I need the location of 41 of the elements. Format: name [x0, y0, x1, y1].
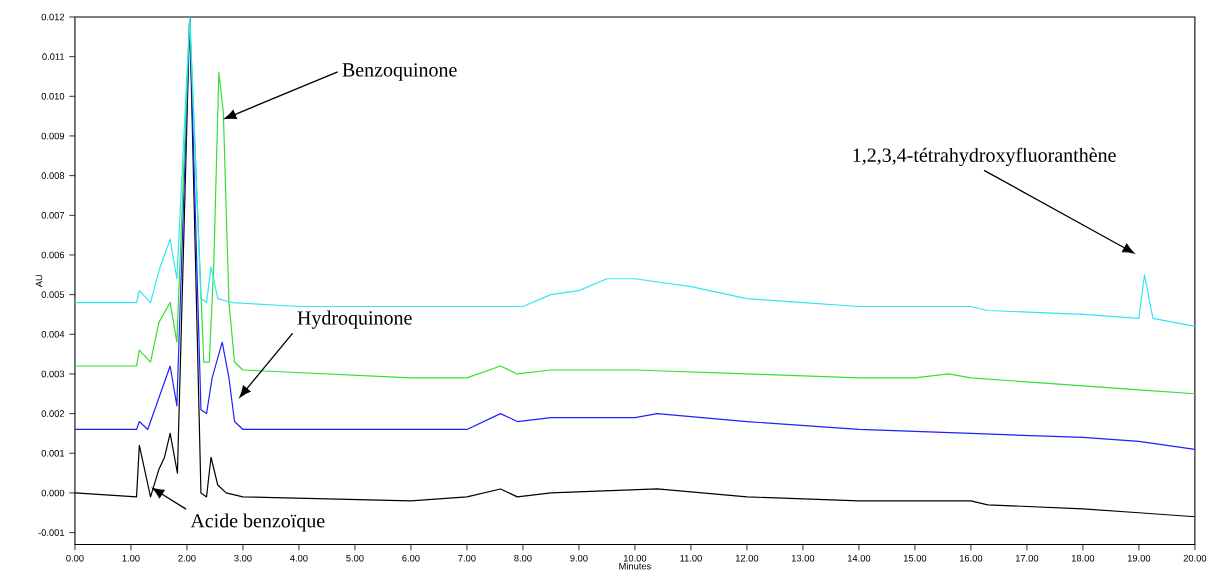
x-tick-label: 11.00 [680, 554, 702, 562]
y-tick-label: -0.001 [38, 529, 65, 536]
y-tick-label: 0.011 [42, 53, 65, 60]
x-tick-label: 15.00 [903, 554, 927, 562]
x-tick-label: 6.00 [402, 554, 420, 562]
annotation: Acide benzoïque [190, 513, 325, 532]
y-tick-label: 0.012 [41, 13, 65, 21]
y-tick-label: 0.009 [41, 132, 65, 140]
x-tick-label: 9.00 [570, 554, 588, 562]
x-axis-title: Minutes [619, 562, 651, 570]
x-tick-label: 16.00 [959, 554, 983, 562]
x-tick-label: 0.00 [66, 554, 84, 562]
x-tick-label: 20.00 [1183, 554, 1207, 562]
x-tick-label: 18.00 [1071, 554, 1095, 562]
y-axis-title: AU [35, 274, 43, 287]
x-tick-label: 19.00 [1127, 554, 1151, 562]
x-tick-label: 4.00 [290, 554, 308, 562]
y-tick-label: 0.005 [41, 291, 65, 298]
y-tick-label: 0.010 [41, 92, 65, 100]
annotation: Hydroquinone [297, 310, 412, 329]
x-tick-label: 1.00 [122, 554, 140, 562]
y-tick-label: 0.008 [41, 172, 65, 179]
x-tick-label: 14.00 [847, 554, 871, 562]
x-tick-label: 17.00 [1015, 554, 1039, 562]
x-tick-label: 5.00 [346, 554, 364, 562]
y-tick-label: 0.003 [41, 370, 65, 378]
x-tick-label: 2.00 [178, 554, 196, 562]
x-tick-label: 8.00 [514, 554, 532, 562]
x-tick-label: 10.00 [623, 554, 647, 562]
y-tick-label: 0.002 [41, 410, 65, 417]
x-tick-label: 12.00 [735, 554, 759, 562]
y-tick-label: 0.000 [41, 489, 65, 496]
annotation: Benzoquinone [342, 62, 457, 81]
y-tick-label: 0.007 [41, 211, 65, 219]
x-tick-label: 7.00 [458, 554, 476, 562]
y-tick-label: 0.006 [41, 251, 65, 259]
y-tick-label: 0.004 [41, 330, 65, 338]
y-tick-label: 0.001 [41, 449, 65, 457]
x-tick-label: 3.00 [234, 554, 252, 562]
x-tick-label: 13.00 [791, 554, 815, 562]
annotation: 1,2,3,4-tétrahydroxyfluoranthène [853, 147, 1116, 166]
